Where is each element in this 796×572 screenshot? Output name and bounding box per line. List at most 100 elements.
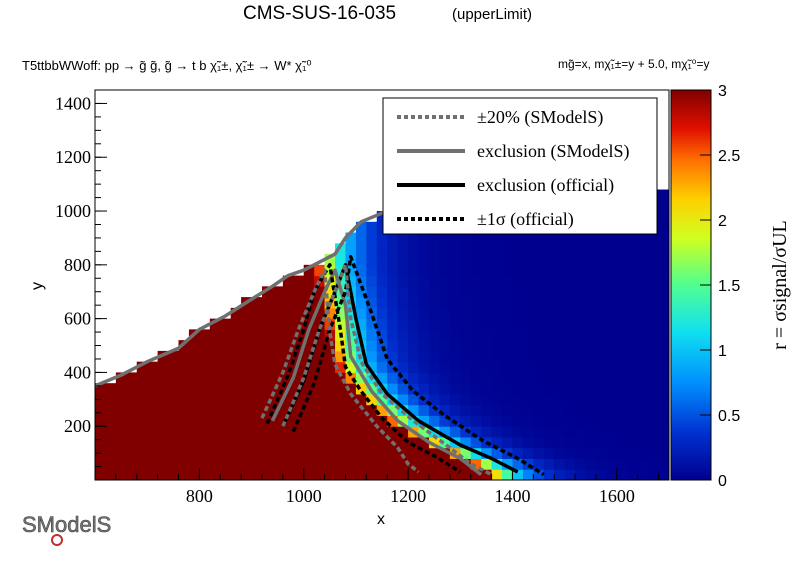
- heatmap-cell: [491, 436, 503, 449]
- heatmap-cell: [470, 426, 482, 438]
- heatmap-cell: [616, 307, 628, 320]
- heatmap-cell: [595, 286, 607, 298]
- heatmap-cell: [418, 350, 430, 363]
- heatmap-cell: [481, 243, 493, 255]
- heatmap-cell: [428, 307, 440, 320]
- heatmap-cell: [460, 254, 472, 266]
- heatmap-cell: [115, 447, 127, 459]
- y-tick-label: 800: [64, 255, 91, 275]
- heatmap-cell: [481, 447, 493, 459]
- heatmap-cell: [418, 458, 430, 470]
- heatmap-cell: [564, 469, 576, 480]
- heatmap-cell: [533, 436, 545, 449]
- heatmap-cell: [564, 275, 576, 287]
- heatmap-cell: [470, 415, 482, 427]
- heatmap-cell: [397, 436, 409, 449]
- heatmap-cell: [449, 350, 461, 363]
- heatmap-cell: [658, 372, 669, 384]
- heatmap-cell: [397, 458, 409, 470]
- heatmap-cell: [293, 275, 305, 287]
- heatmap-cell: [115, 415, 127, 427]
- heatmap-cell: [554, 286, 566, 298]
- heatmap-cell: [522, 361, 534, 373]
- heatmap-cell: [397, 254, 409, 266]
- heatmap-cell: [95, 383, 106, 395]
- heatmap-cell: [314, 383, 326, 395]
- heatmap-cell: [105, 426, 117, 438]
- heatmap-cell: [408, 436, 420, 449]
- heatmap-cell: [376, 340, 388, 352]
- heatmap-cell: [241, 469, 253, 480]
- chart-title: CMS-SUS-16-035: [243, 3, 396, 24]
- heatmap-cell: [627, 415, 639, 427]
- heatmap-cell: [522, 458, 534, 470]
- heatmap-cell: [616, 286, 628, 298]
- heatmap-cell: [314, 393, 326, 406]
- heatmap-cell: [658, 275, 669, 287]
- heatmap-cell: [366, 458, 378, 470]
- heatmap-cell: [502, 243, 513, 255]
- heatmap-cell: [230, 426, 242, 438]
- heatmap-cell: [658, 469, 669, 480]
- heatmap-cell: [522, 393, 534, 406]
- heatmap-cell: [293, 436, 305, 449]
- heatmap-cell: [439, 307, 451, 320]
- heatmap-cell: [543, 372, 555, 384]
- heatmap-cell: [606, 404, 618, 416]
- heatmap-cell: [408, 254, 420, 266]
- heatmap-cell: [449, 254, 461, 266]
- heatmap-cell: [199, 329, 211, 341]
- heatmap-cell: [658, 415, 669, 427]
- heatmap-cell: [188, 447, 200, 459]
- heatmap-cell: [168, 458, 179, 470]
- heatmap-cell: [637, 404, 649, 416]
- heatmap-cell: [585, 297, 597, 309]
- heatmap-cell: [554, 383, 566, 395]
- heatmap-cell: [220, 329, 232, 341]
- heatmap-cell: [449, 372, 461, 384]
- heatmap-cell: [293, 286, 305, 298]
- heatmap-cell: [502, 383, 513, 395]
- heatmap-cell: [136, 383, 148, 395]
- heatmap-cell: [554, 436, 566, 449]
- heatmap-cell: [449, 275, 461, 287]
- heatmap-cell: [408, 383, 420, 395]
- heatmap-cell: [335, 350, 346, 363]
- heatmap-cell: [627, 243, 639, 255]
- heatmap-cell: [324, 361, 336, 373]
- heatmap-cell: [543, 350, 555, 363]
- heatmap-cell: [460, 232, 472, 244]
- heatmap-cell: [533, 286, 545, 298]
- heatmap-cell: [355, 286, 367, 298]
- heatmap-cell: [564, 383, 576, 395]
- heatmap-cell: [658, 318, 669, 330]
- heatmap-cell: [261, 350, 273, 363]
- heatmap-cell: [199, 340, 211, 352]
- heatmap-cell: [648, 318, 660, 330]
- heatmap-cell: [481, 361, 493, 373]
- heatmap-cell: [408, 361, 420, 373]
- mass-relation-label: mg̃=x, mχ̃₁±=y + 5.0, mχ̃₁⁰=y: [558, 57, 709, 71]
- heatmap-cell: [512, 436, 524, 449]
- heatmap-cell: [209, 350, 221, 363]
- heatmap-cell: [95, 404, 106, 416]
- heatmap-cell: [595, 275, 607, 287]
- heatmap-cell: [324, 254, 336, 266]
- heatmap-cell: [575, 372, 587, 384]
- heatmap-cell: [522, 318, 534, 330]
- heatmap-cell: [491, 318, 503, 330]
- heatmap-cell: [418, 383, 430, 395]
- heatmap-cell: [502, 393, 513, 406]
- heatmap-cell: [282, 469, 294, 480]
- heatmap-cell: [188, 436, 200, 449]
- heatmap-cell: [157, 436, 169, 449]
- heatmap-cell: [575, 361, 587, 373]
- heatmap-cell: [376, 318, 388, 330]
- heatmap-cell: [408, 275, 420, 287]
- heatmap-cell: [606, 436, 618, 449]
- heatmap-cell: [585, 318, 597, 330]
- color-scale-label: r = σsignal/σUL: [769, 220, 791, 350]
- heatmap-cell: [282, 329, 294, 341]
- heatmap-cell: [251, 426, 263, 438]
